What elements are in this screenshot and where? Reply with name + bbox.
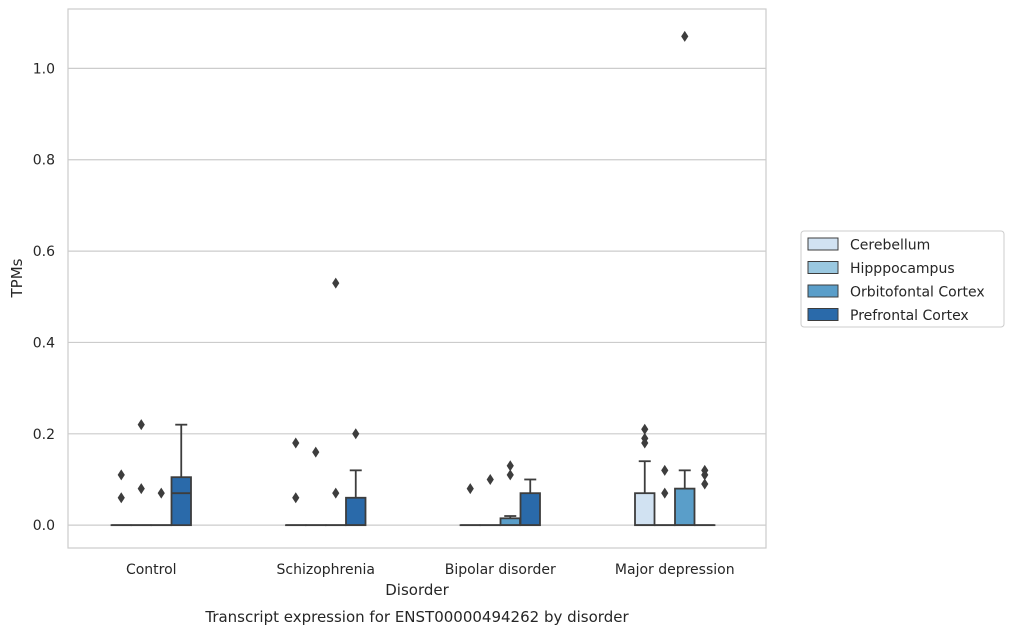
outlier-point (641, 423, 649, 435)
y-tick-label: 0.8 (33, 153, 55, 169)
box-body (499, 517, 521, 527)
legend-label: Orbitofontal Cortex (850, 285, 985, 301)
box-cerebellum (634, 460, 656, 527)
outlier-point (701, 478, 709, 490)
box-prefrontal-cortex (345, 469, 367, 527)
outlier-point (661, 487, 669, 499)
outlier-point (506, 469, 514, 481)
outlier-point (352, 428, 360, 440)
outlier-point (117, 469, 125, 481)
outlier-point (117, 492, 125, 504)
y-tick-label: 0.6 (33, 244, 55, 260)
outlier-point (332, 487, 340, 499)
y-tick-label: 1.0 (33, 61, 55, 77)
legend-frame (800, 230, 1005, 328)
outlier-point (701, 464, 709, 476)
box-body (674, 487, 696, 527)
legend-swatch (807, 237, 839, 251)
box-orbitofontal-cortex (674, 469, 696, 527)
x-tick-label: Control (126, 562, 177, 578)
outlier-point (137, 483, 145, 495)
legend-items: Cerebellum Hipppocampus Orbitofontal Corte… (807, 237, 985, 324)
outlier-point (292, 492, 300, 504)
outlier-point (641, 432, 649, 444)
x-tick-label: Schizophrenia (277, 562, 375, 578)
outlier-point (661, 464, 669, 476)
box-prefrontal-cortex (519, 478, 541, 527)
box-orbitofontal-cortex (499, 515, 521, 527)
legend-label: Hipppocampus (850, 261, 955, 277)
boxes (110, 423, 716, 527)
outlier-point (466, 483, 474, 495)
grid-lines (68, 67, 766, 526)
plot-frame (67, 8, 767, 549)
box-prefrontal-cortex (170, 423, 192, 527)
outlier-point (681, 30, 689, 42)
outlier-point (506, 460, 514, 472)
outliers (117, 30, 709, 504)
y-tick-label: 0.0 (33, 518, 55, 534)
legend-label: Cerebellum (850, 238, 930, 254)
box-body (345, 496, 367, 527)
outlier-point (137, 419, 145, 431)
outlier-point (312, 446, 320, 458)
x-tick-labels: Control Schizophrenia Bipolar disorder Majo… (126, 562, 735, 578)
y-tick-labels: 0.0 0.2 0.4 0.6 0.8 1.0 (33, 61, 55, 534)
x-axis-label: Disorder (385, 581, 449, 599)
y-axis-label: TPMs (8, 258, 26, 298)
y-tick-label: 0.4 (33, 335, 55, 351)
box-body (519, 492, 541, 527)
legend-label: Prefrontal Cortex (850, 308, 969, 324)
x-tick-label: Major depression (615, 562, 735, 578)
outlier-point (292, 437, 300, 449)
legend: Cerebellum Hipppocampus Orbitofontal Corte… (800, 230, 1005, 328)
box-body (170, 476, 192, 527)
box-body (634, 492, 656, 527)
x-tick-label: Bipolar disorder (445, 562, 556, 578)
outlier-point (157, 487, 165, 499)
legend-swatch (807, 261, 839, 274)
y-tick-label: 0.2 (33, 427, 55, 443)
legend-swatch (807, 308, 839, 321)
legend-swatch (807, 284, 839, 298)
figure-caption: Transcript expression for ENST0000049426… (204, 608, 629, 626)
outlier-point (332, 277, 340, 289)
outlier-point (486, 473, 494, 485)
